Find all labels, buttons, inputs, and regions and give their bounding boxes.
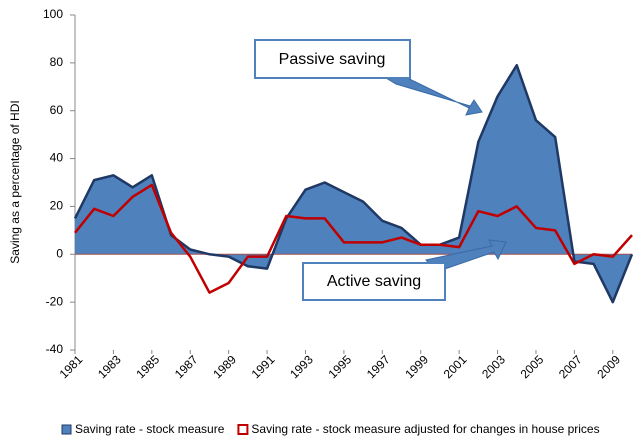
annotation-box [254, 39, 411, 79]
x-tick-label: 1997 [364, 352, 393, 381]
x-tick-label: 1987 [172, 352, 201, 381]
x-tick-label: 2007 [556, 352, 585, 381]
annotation-box [302, 262, 446, 301]
x-tick-label: 1985 [133, 352, 162, 381]
x-tick-label: 1991 [249, 352, 278, 381]
y-tick-label: 80 [50, 55, 64, 69]
y-tick-label: 60 [50, 103, 64, 117]
y-tick-label: 0 [56, 246, 63, 260]
x-tick-label: 1995 [325, 352, 354, 381]
y-axis-label: Saving as a percentage of HDI [8, 100, 22, 263]
y-tick-label: -40 [46, 342, 64, 356]
x-tick-label: 1993 [287, 352, 316, 381]
y-tick-label: -20 [46, 294, 64, 308]
legend-swatch [61, 424, 72, 435]
x-tick-label: 2009 [594, 352, 623, 381]
legend-label: Saving rate - stock measure adjusted for… [251, 422, 599, 436]
y-tick-label: 20 [50, 199, 64, 213]
x-tick-label: 2001 [441, 352, 470, 381]
legend: Saving rate - stock measure Saving rate -… [61, 422, 600, 436]
x-tick-label: 1989 [210, 352, 239, 381]
y-tick-label: 100 [43, 7, 63, 21]
x-tick-label: 1983 [95, 352, 124, 381]
annotation-passive: Passive saving [254, 39, 483, 116]
annotation-active: Active saving [302, 239, 507, 301]
legend-label: Saving rate - stock measure [75, 422, 225, 436]
annotation: Passive saving [279, 51, 386, 68]
x-tick-label: 1981 [57, 352, 86, 381]
arrow [385, 71, 483, 116]
annotation: Active saving [327, 273, 421, 290]
x-tick-label: 2003 [479, 352, 508, 381]
line [74, 183, 633, 294]
x-tick-label: 1999 [402, 352, 431, 381]
legend-swatch [237, 424, 249, 435]
x-tick-label: 2005 [518, 352, 547, 381]
y-tick-label: 40 [50, 151, 64, 165]
